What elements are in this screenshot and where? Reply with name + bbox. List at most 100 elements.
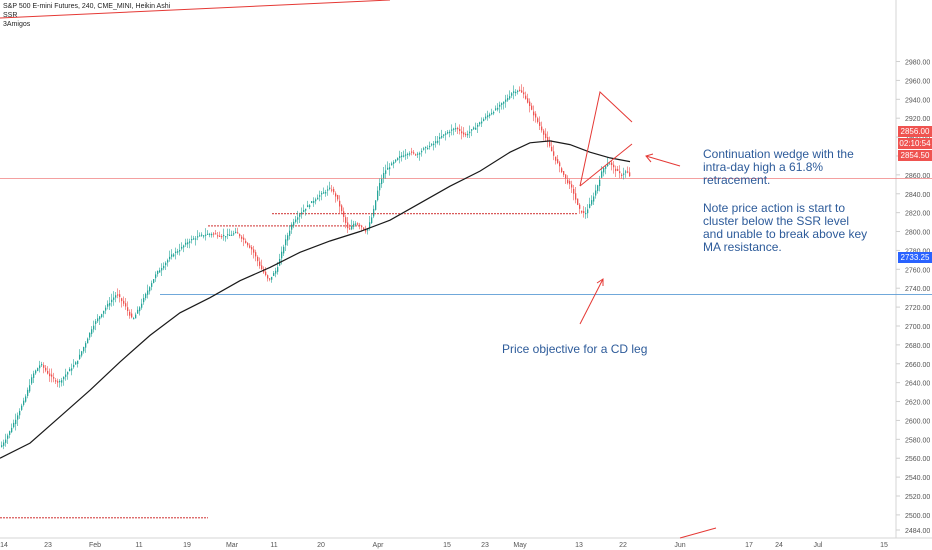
target-level-badge xyxy=(898,252,932,263)
candle-body xyxy=(117,294,119,296)
candle-body xyxy=(543,130,545,135)
candle-body xyxy=(159,270,161,273)
candle-body xyxy=(369,222,371,228)
candle-body xyxy=(379,183,381,191)
candle-body xyxy=(493,111,495,114)
candle-body xyxy=(345,217,347,223)
candle-body xyxy=(627,171,629,173)
candle-body xyxy=(553,151,555,156)
candle-body xyxy=(417,153,419,155)
candle-body xyxy=(5,439,7,443)
wedge-annotation: Continuation wedge with the intra-day hi… xyxy=(703,147,854,187)
candle-body xyxy=(629,172,631,177)
x-tick-label: 13 xyxy=(575,542,583,549)
candle-body xyxy=(205,234,207,236)
candle-body xyxy=(515,91,517,94)
x-tick-label: 23 xyxy=(44,542,52,549)
candle-body xyxy=(245,240,247,244)
candle-body xyxy=(467,133,469,136)
candle-body xyxy=(105,307,107,311)
candle-body xyxy=(7,435,9,439)
candle-body xyxy=(45,367,47,371)
candle-body xyxy=(591,200,593,205)
y-tick-label: 2660.00 xyxy=(905,362,930,369)
candle-body xyxy=(545,133,547,139)
candle-body xyxy=(207,233,209,235)
candle-body xyxy=(557,159,559,163)
x-tick-label: 23 xyxy=(481,542,489,549)
x-tick-label: 17 xyxy=(745,542,753,549)
candle-body xyxy=(595,190,597,196)
countdown-label: 02:10:54 xyxy=(899,139,931,148)
candle-body xyxy=(423,148,425,150)
candle-body xyxy=(461,131,463,134)
candle-body xyxy=(235,231,237,234)
x-tick-label: 14 xyxy=(0,542,8,549)
candle-body xyxy=(519,89,521,92)
indicator-ssr[interactable]: SSR xyxy=(3,12,18,19)
candle-body xyxy=(481,121,483,124)
candle-body xyxy=(485,116,487,119)
candle-body xyxy=(65,374,67,377)
candle-body xyxy=(389,167,391,170)
candle-body xyxy=(547,137,549,142)
candle-body xyxy=(585,212,587,215)
candle-body xyxy=(407,153,409,155)
y-tick-label: 2840.00 xyxy=(905,192,930,199)
candle-body xyxy=(203,235,205,237)
y-tick-label: 2800.00 xyxy=(905,230,930,237)
candle-body xyxy=(593,196,595,202)
candles xyxy=(1,84,631,450)
candle-body xyxy=(441,135,443,138)
candle-body xyxy=(247,242,249,246)
candle-body xyxy=(479,122,481,125)
candle-body xyxy=(551,146,553,152)
candle-body xyxy=(395,159,397,162)
y-tick-label: 2540.00 xyxy=(905,475,930,482)
candle-body xyxy=(535,113,537,118)
candle-body xyxy=(87,338,89,344)
y-tick-label: 2740.00 xyxy=(905,286,930,293)
candle-body xyxy=(215,233,217,235)
candle-body xyxy=(303,210,305,212)
candle-body xyxy=(325,192,327,194)
candle-body xyxy=(107,303,109,307)
indicator-3amigos[interactable]: 3Amigos xyxy=(3,21,31,28)
candle-body xyxy=(75,362,77,365)
candle-body xyxy=(3,442,5,446)
candle-body xyxy=(53,377,55,379)
candle-body xyxy=(25,396,27,402)
candle-body xyxy=(29,385,31,392)
candle-body xyxy=(161,268,163,271)
candle-body xyxy=(13,422,15,428)
trend-line-bottom xyxy=(679,527,717,539)
candle-body xyxy=(173,254,175,257)
last-price-badge xyxy=(898,126,932,137)
x-tick-label: Jul xyxy=(814,542,823,549)
candle-body xyxy=(433,143,435,146)
candle-body xyxy=(597,185,599,191)
candle-body xyxy=(531,105,533,110)
candle-body xyxy=(39,365,41,369)
candle-body xyxy=(81,351,83,356)
candle-body xyxy=(383,173,385,179)
candle-body xyxy=(399,156,401,159)
candle-body xyxy=(93,325,95,330)
y-tick-label: 2500.00 xyxy=(905,513,930,520)
x-tick-label: May xyxy=(513,542,527,549)
candle-body xyxy=(617,169,619,171)
candle-body xyxy=(267,275,269,279)
x-tick-label: Apr xyxy=(373,542,385,549)
candle-body xyxy=(605,166,607,169)
candle-body xyxy=(209,233,211,236)
candle-body xyxy=(599,179,601,187)
candle-body xyxy=(387,167,389,170)
candle-body xyxy=(445,133,447,135)
candle-body xyxy=(529,101,531,107)
candle-body xyxy=(411,151,413,153)
candle-body xyxy=(607,163,609,167)
x-tick-label: 19 xyxy=(183,542,191,549)
candle-body xyxy=(109,303,111,306)
candle-body xyxy=(221,236,223,238)
candle-body xyxy=(127,307,129,312)
